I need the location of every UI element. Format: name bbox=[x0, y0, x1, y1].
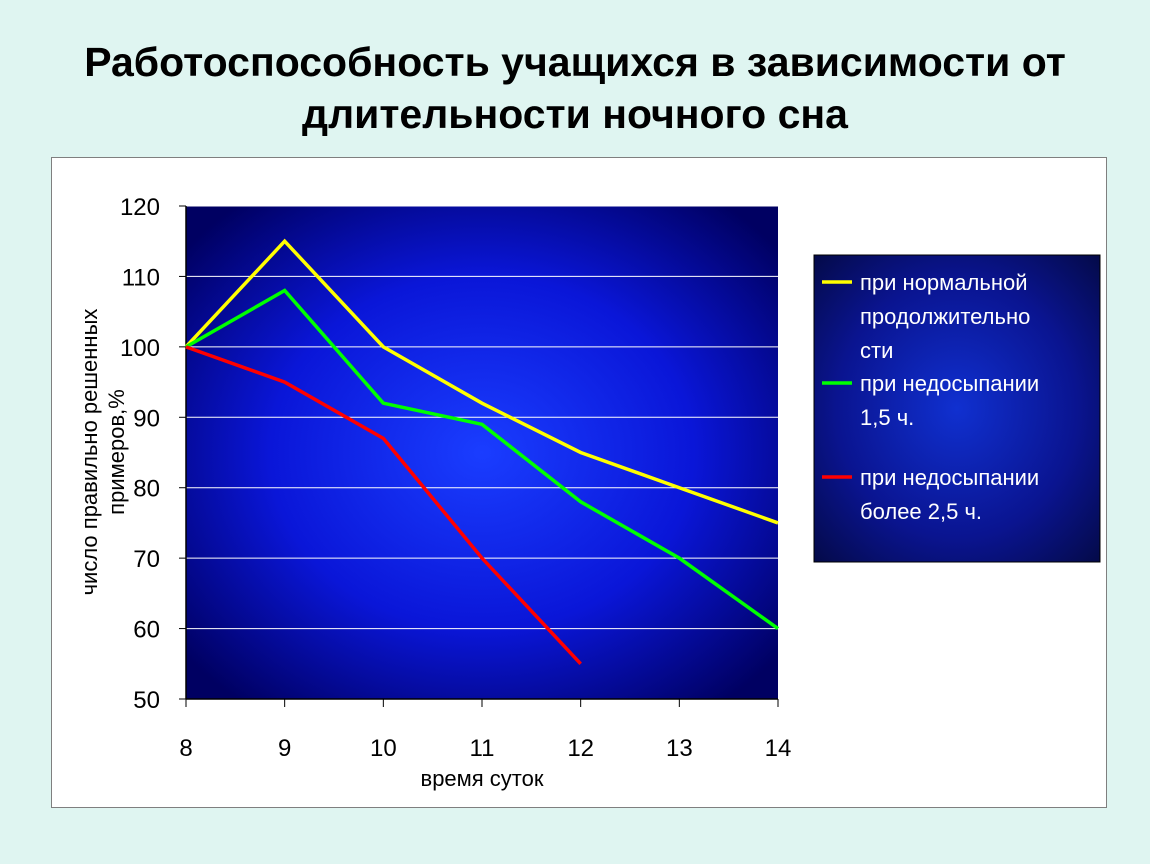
legend-label-normal: сти bbox=[860, 338, 893, 363]
legend-label-short15: при недосыпании bbox=[860, 371, 1039, 396]
legend-label-short15: 1,5 ч. bbox=[860, 405, 914, 430]
y-axis-title-line-2: примеров,% bbox=[104, 389, 129, 515]
y-tick-label: 120 bbox=[120, 194, 160, 221]
y-tick-label: 90 bbox=[133, 405, 160, 432]
y-tick-label: 110 bbox=[122, 264, 160, 291]
series-lines bbox=[184, 238, 780, 665]
slide-title: Работоспособность учащихся в зависимости… bbox=[0, 36, 1150, 140]
y-tick-label: 70 bbox=[133, 546, 160, 573]
series-line-normal bbox=[184, 238, 779, 525]
x-tick-label: 13 bbox=[666, 735, 693, 762]
x-tick-label: 9 bbox=[278, 735, 291, 762]
x-tick-label: 14 bbox=[765, 735, 792, 762]
series-line-short25 bbox=[185, 345, 582, 665]
legend-label-short25: более 2,5 ч. bbox=[860, 499, 982, 524]
y-tick-label: 60 bbox=[133, 617, 160, 644]
series-line-short15 bbox=[185, 288, 780, 630]
y-axis-title-line-1: число правильно решенных bbox=[77, 309, 102, 596]
plot-area bbox=[186, 206, 778, 699]
x-tick-label: 10 bbox=[370, 735, 397, 762]
y-tick-label: 50 bbox=[133, 687, 160, 714]
legend-label-normal: продолжительно bbox=[860, 304, 1030, 329]
y-tick-label: 80 bbox=[133, 476, 160, 503]
y-tick-label: 100 bbox=[120, 335, 160, 362]
x-axis-title: время суток bbox=[421, 766, 544, 791]
x-tick-label: 12 bbox=[567, 735, 594, 762]
legend-label-normal: при нормальной bbox=[860, 270, 1028, 295]
x-tick-label: 8 bbox=[179, 735, 192, 762]
tick-labels: 50 60 70 80 90 100 110 120 8 9 10 11 12 13 14 bbox=[120, 194, 791, 762]
x-tick-label: 11 bbox=[470, 735, 495, 762]
legend: при нормальной продолжительно сти при недос… bbox=[813, 254, 1101, 563]
legend-label-short25: при недосыпании bbox=[860, 465, 1039, 490]
slide-title-line-2: длительности ночного сна bbox=[302, 91, 848, 137]
legend-box bbox=[813, 254, 1101, 563]
axes bbox=[179, 205, 779, 707]
slide-title-line-1: Работоспособность учащихся в зависимости… bbox=[84, 39, 1066, 85]
